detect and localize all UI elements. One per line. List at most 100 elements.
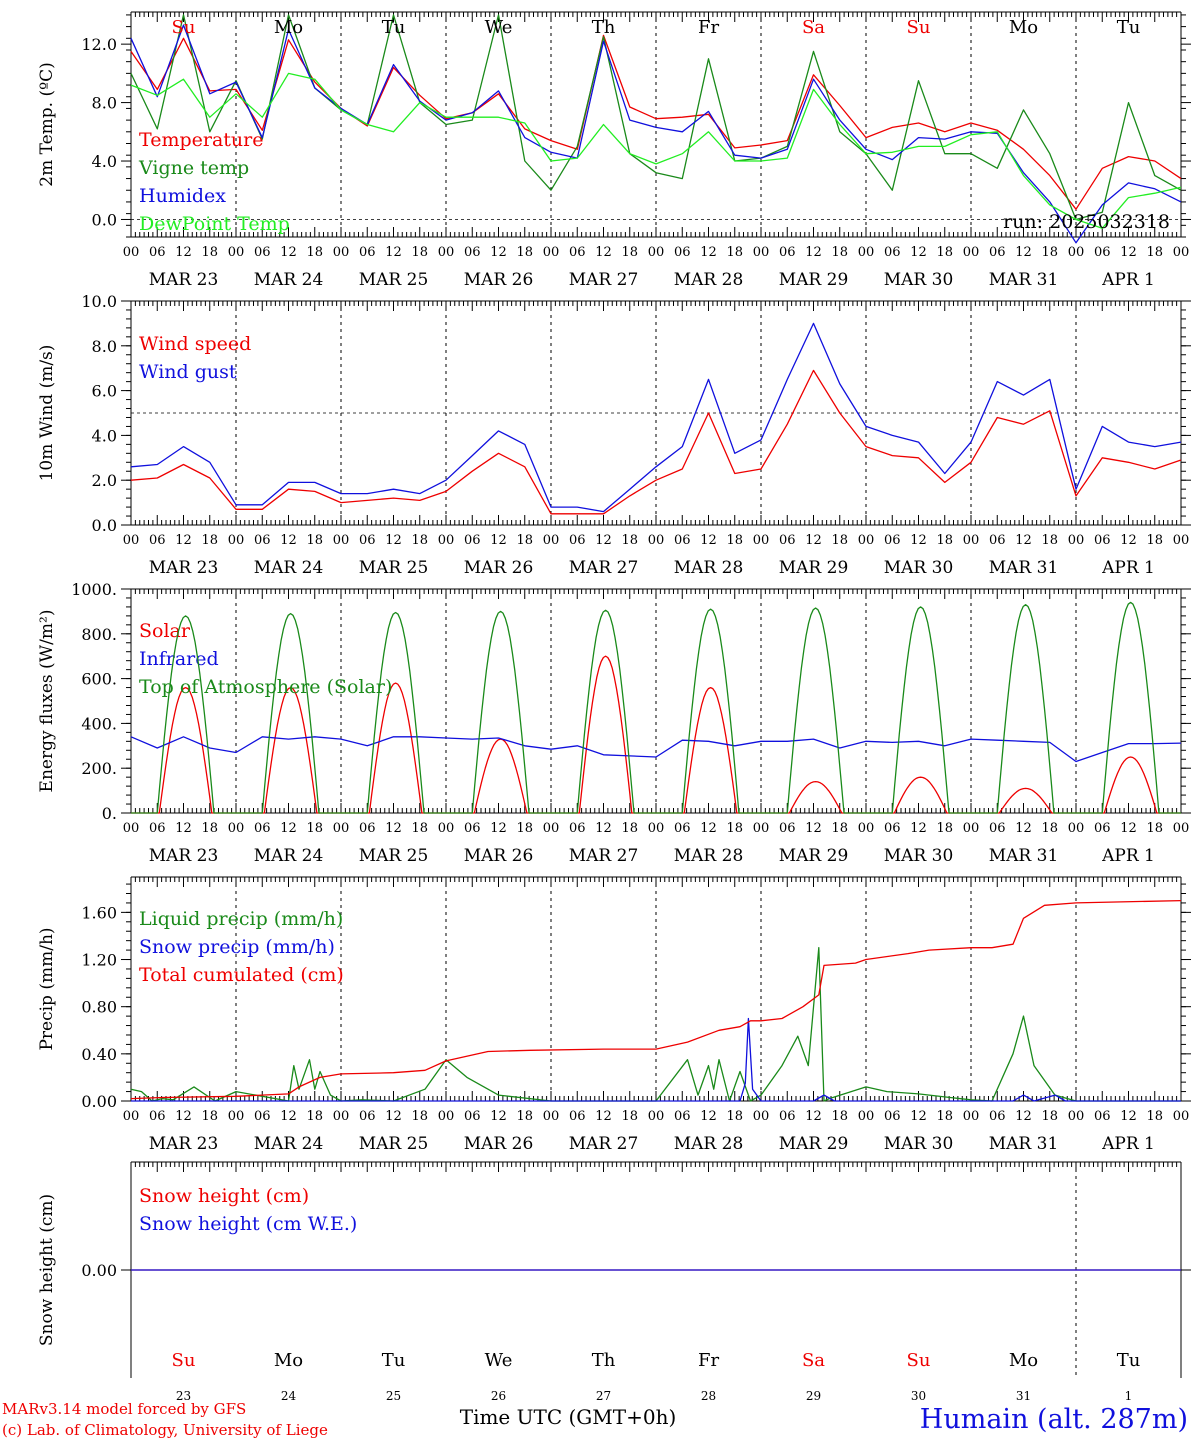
day-number-label: 1 bbox=[1125, 1389, 1133, 1403]
weekday-label: Su bbox=[907, 17, 931, 38]
series-line-infrared bbox=[130, 736, 1182, 763]
hour-label: 00 bbox=[858, 245, 875, 260]
hour-label: 06 bbox=[359, 1109, 376, 1124]
hour-label: 12 bbox=[175, 533, 192, 548]
hour-label: 00 bbox=[228, 533, 245, 548]
weekday-label: We bbox=[485, 1350, 513, 1371]
hour-label: 06 bbox=[884, 245, 901, 260]
hour-label: 12 bbox=[385, 245, 402, 260]
hour-label: 00 bbox=[123, 533, 140, 548]
hour-label: 00 bbox=[228, 245, 245, 260]
hour-label: 06 bbox=[779, 821, 796, 836]
series-line-dewpoint-temp bbox=[130, 72, 1182, 229]
day-number-label: 24 bbox=[281, 1389, 297, 1403]
hour-label: 06 bbox=[989, 533, 1006, 548]
hour-label: 12 bbox=[595, 245, 612, 260]
date-label: MAR 31 bbox=[989, 270, 1059, 290]
y-tick-label: 200. bbox=[81, 759, 117, 778]
date-label: MAR 29 bbox=[779, 846, 849, 866]
y-tick-label: 8.0 bbox=[92, 94, 117, 113]
hour-label: 18 bbox=[201, 245, 218, 260]
hour-label: 06 bbox=[779, 533, 796, 548]
hour-label: 18 bbox=[1146, 533, 1163, 548]
hour-label: 12 bbox=[175, 1109, 192, 1124]
hour-label: 06 bbox=[674, 821, 691, 836]
legend-humidex: Humidex bbox=[139, 185, 226, 207]
weekday-label: Su bbox=[907, 1350, 931, 1371]
hour-label: 18 bbox=[1041, 821, 1058, 836]
date-label: MAR 23 bbox=[149, 270, 219, 290]
hour-label: 18 bbox=[621, 1109, 638, 1124]
date-label: MAR 24 bbox=[254, 1134, 324, 1154]
hour-label: 00 bbox=[228, 1109, 245, 1124]
legend-top-of-atmosphere-solar: Top of Atmosphere (Solar) bbox=[139, 676, 392, 698]
hour-label: 06 bbox=[464, 533, 481, 548]
hour-label: 06 bbox=[149, 245, 166, 260]
date-label: MAR 31 bbox=[989, 558, 1059, 578]
panel-5: 0.00 Snow height (cm) Snow height (cm) Snow… bbox=[37, 1161, 1191, 1403]
hour-label: 06 bbox=[359, 821, 376, 836]
y-tick-label: 0.0 bbox=[92, 210, 117, 229]
hour-label: 06 bbox=[149, 821, 166, 836]
hour-label: 00 bbox=[648, 245, 665, 260]
legend-snow-height-cm-w-e: Snow height (cm W.E.) bbox=[139, 1213, 357, 1235]
hour-label: 00 bbox=[648, 533, 665, 548]
legend-vigne-temp: Vigne temp bbox=[138, 157, 249, 179]
hour-label: 18 bbox=[1041, 1109, 1058, 1124]
panel-1: 0.0 4.0 8.0 12.0 2m Temp. (ºC) Temperature Vig… bbox=[37, 11, 1191, 290]
hour-label: 12 bbox=[805, 245, 822, 260]
y-tick-label: 0.0 bbox=[92, 516, 117, 535]
hour-label: 06 bbox=[1094, 533, 1111, 548]
hour-label: 00 bbox=[1068, 245, 1085, 260]
weekday-label: Tu bbox=[1117, 1350, 1141, 1371]
date-label: MAR 28 bbox=[674, 846, 744, 866]
date-label: MAR 29 bbox=[779, 270, 849, 290]
station-label: Humain (alt. 287m) bbox=[920, 1404, 1188, 1435]
weekday-label: Mo bbox=[1009, 17, 1038, 38]
legend-dewpoint-temp: DewPoint Temp bbox=[139, 213, 290, 235]
y-tick-label: 1.20 bbox=[81, 951, 117, 970]
hour-label: 12 bbox=[1015, 533, 1032, 548]
date-label: MAR 27 bbox=[569, 270, 639, 290]
legend-wind-speed: Wind speed bbox=[139, 333, 251, 355]
hour-label: 18 bbox=[726, 533, 743, 548]
date-label: MAR 27 bbox=[569, 558, 639, 578]
y-tick-label: 12.0 bbox=[81, 35, 117, 54]
hour-label: 12 bbox=[910, 821, 927, 836]
hour-label: 00 bbox=[1173, 245, 1190, 260]
hour-label: 00 bbox=[543, 533, 560, 548]
hour-label: 12 bbox=[1120, 1109, 1137, 1124]
hour-label: 06 bbox=[884, 1109, 901, 1124]
weekday-label: Tu bbox=[1117, 17, 1141, 38]
weekday-label: Mo bbox=[1009, 1350, 1038, 1371]
x-axis-label: Time UTC (GMT+0h) bbox=[460, 1405, 677, 1429]
hour-label: 00 bbox=[858, 1109, 875, 1124]
hour-label: 18 bbox=[201, 533, 218, 548]
date-label: MAR 31 bbox=[989, 1134, 1059, 1154]
hour-label: 00 bbox=[438, 533, 455, 548]
hour-label: 18 bbox=[516, 245, 533, 260]
hour-label: 18 bbox=[306, 1109, 323, 1124]
hour-label: 00 bbox=[438, 245, 455, 260]
panel-4: 0.00 0.40 0.80 1.20 1.60 Precip (mm/h) Liquid … bbox=[37, 876, 1191, 1154]
hour-label: 00 bbox=[1068, 1109, 1085, 1124]
weekday-label: Sa bbox=[802, 17, 825, 38]
y-tick-label: 4.0 bbox=[92, 426, 117, 445]
hour-label: 18 bbox=[1146, 821, 1163, 836]
hour-label: 18 bbox=[306, 533, 323, 548]
series-line-wind-gust bbox=[130, 322, 1182, 513]
hour-label: 00 bbox=[648, 1109, 665, 1124]
day-number-label: 26 bbox=[491, 1389, 506, 1403]
hour-label: 06 bbox=[149, 1109, 166, 1124]
day-number-label: 25 bbox=[386, 1389, 401, 1403]
hour-label: 12 bbox=[595, 821, 612, 836]
date-label: MAR 25 bbox=[359, 558, 429, 578]
hour-label: 18 bbox=[936, 533, 953, 548]
hour-label: 12 bbox=[700, 821, 717, 836]
y-tick-label: 0.80 bbox=[81, 998, 117, 1017]
hour-label: 06 bbox=[884, 821, 901, 836]
y-tick-label: 0.00 bbox=[81, 1261, 117, 1280]
panel-2: 0.0 2.0 4.0 6.0 8.0 10.0 10m Wind (m/s) Wind sp… bbox=[37, 292, 1191, 578]
series-line-top-of-atmosphere-solar bbox=[131, 601, 1181, 814]
hour-label: 18 bbox=[621, 821, 638, 836]
